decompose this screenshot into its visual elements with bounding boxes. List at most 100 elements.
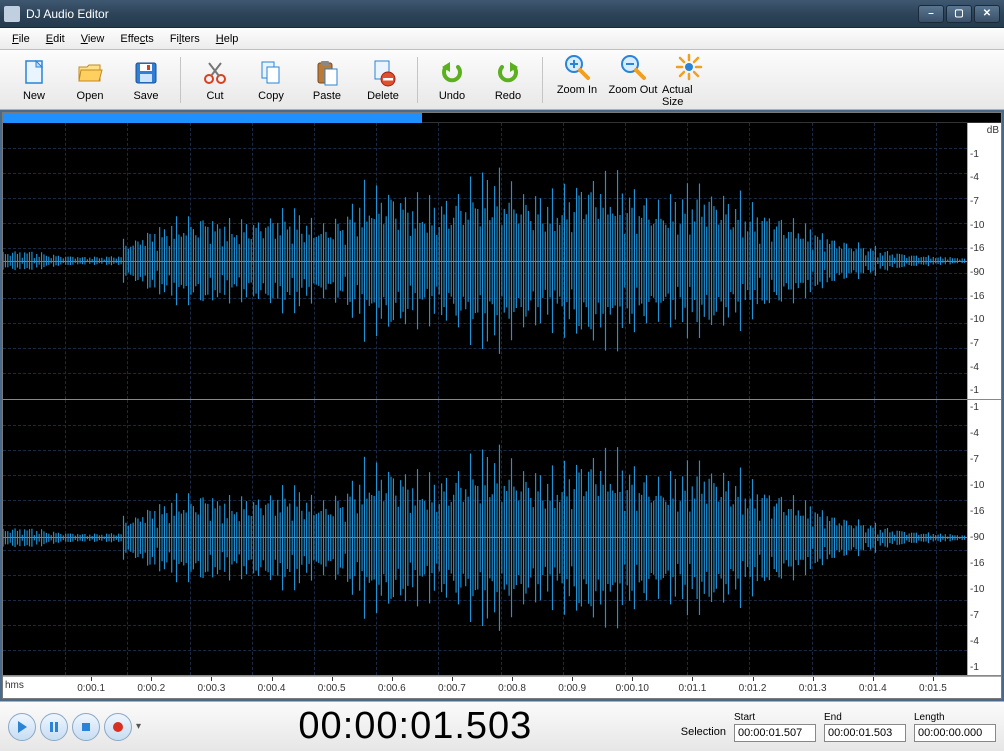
db-value: -1 (970, 385, 999, 396)
db-value: -10 (970, 584, 999, 595)
selection-end-input[interactable] (824, 724, 906, 742)
copy-label: Copy (258, 90, 284, 102)
delete-icon (367, 57, 399, 89)
undo-icon (436, 57, 468, 89)
time-tick-label: 0:01.4 (859, 683, 887, 694)
db-scale-right: -1-4-7-10-16-90-16-10-7-4-1 (967, 400, 1001, 676)
copy-button[interactable]: Copy (243, 54, 299, 105)
new-button[interactable]: New (6, 54, 62, 105)
selection-length-input[interactable] (914, 724, 996, 742)
close-button[interactable]: ✕ (974, 5, 1000, 23)
zoom-out-icon (617, 51, 649, 83)
zoom-out-button[interactable]: Zoom Out (605, 48, 661, 111)
db-value: -1 (970, 662, 999, 673)
file-new-icon (18, 57, 50, 89)
time-tick-label: 0:01.1 (679, 683, 707, 694)
db-value: -7 (970, 196, 999, 207)
cut-label: Cut (206, 90, 223, 102)
time-tick-label: 0:01.5 (919, 683, 947, 694)
menu-file[interactable]: File (4, 31, 38, 47)
menu-filters[interactable]: Filters (162, 31, 208, 47)
db-value: -1 (970, 149, 999, 160)
db-value: -16 (970, 558, 999, 569)
transport-bar: ▾ 00:00:01.503 Selection Start End Lengt… (0, 701, 1004, 751)
db-scale-left: dB -1-4-7-10-16-90-16-10-7-4-1 (967, 123, 1001, 399)
time-tick-label: 0:01.3 (799, 683, 827, 694)
undo-label: Undo (439, 90, 465, 102)
db-value: -16 (970, 506, 999, 517)
db-value: -16 (970, 243, 999, 254)
selection-end-label: End (824, 712, 906, 723)
selection-marker[interactable] (3, 113, 422, 123)
cut-button[interactable]: Cut (187, 54, 243, 105)
db-value: -16 (970, 291, 999, 302)
zoom-in-button[interactable]: Zoom In (549, 48, 605, 111)
selection-label: Selection (681, 726, 726, 738)
scissors-icon (199, 57, 231, 89)
selection-length-label: Length (914, 712, 996, 723)
menu-effects[interactable]: Effects (112, 31, 161, 47)
window-controls: – ▢ ✕ (918, 5, 1000, 23)
paste-icon (311, 57, 343, 89)
stop-button[interactable] (72, 713, 100, 741)
selection-start-input[interactable] (734, 724, 816, 742)
zoom-out-label: Zoom Out (609, 84, 658, 96)
titlebar: DJ Audio Editor – ▢ ✕ (0, 0, 1004, 28)
selection-overview-bar[interactable] (3, 113, 1001, 123)
delete-label: Delete (367, 90, 399, 102)
copy-icon (255, 57, 287, 89)
open-button[interactable]: Open (62, 54, 118, 105)
menubar: File Edit View Effects Filters Help (0, 28, 1004, 50)
menu-edit[interactable]: Edit (38, 31, 73, 47)
save-icon (130, 57, 162, 89)
redo-button[interactable]: Redo (480, 54, 536, 105)
menu-view[interactable]: View (73, 31, 113, 47)
transport-dropdown[interactable]: ▾ (136, 721, 150, 732)
time-tick-label: 0:00.6 (378, 683, 406, 694)
db-value: -1 (970, 402, 999, 413)
db-value: -4 (970, 172, 999, 183)
time-tick-label: 0:00.2 (137, 683, 165, 694)
paste-button[interactable]: Paste (299, 54, 355, 105)
time-tick-label: 0:00.3 (197, 683, 225, 694)
db-value: -90 (970, 267, 999, 278)
db-value: -7 (970, 454, 999, 465)
zoom-in-label: Zoom In (557, 84, 597, 96)
new-label: New (23, 90, 45, 102)
actual-size-button[interactable]: Actual Size (661, 48, 717, 111)
toolbar: New Open Save Cut Copy (0, 50, 1004, 110)
time-tick-label: 0:00.4 (258, 683, 286, 694)
zoom-in-icon (561, 51, 593, 83)
app-icon (4, 6, 20, 22)
time-tick-label: 0:00.9 (558, 683, 586, 694)
time-tick-label: 0:01.2 (739, 683, 767, 694)
save-button[interactable]: Save (118, 54, 174, 105)
redo-label: Redo (495, 90, 521, 102)
record-button[interactable] (104, 713, 132, 741)
time-unit-label: hms (5, 680, 24, 691)
play-button[interactable] (8, 713, 36, 741)
time-display: 00:00:01.503 (160, 705, 671, 748)
save-label: Save (133, 90, 158, 102)
selection-panel: Selection Start End Length (681, 712, 996, 742)
time-ruler[interactable]: hms 0:00.10:00.20:00.30:00.40:00.50:00.6… (3, 676, 1001, 698)
pause-button[interactable] (40, 713, 68, 741)
app-title: DJ Audio Editor (26, 7, 918, 21)
minimize-button[interactable]: – (918, 5, 944, 23)
time-tick-label: 0:00.8 (498, 683, 526, 694)
actual-size-icon (673, 51, 705, 83)
time-tick-label: 0:00.5 (318, 683, 346, 694)
delete-button[interactable]: Delete (355, 54, 411, 105)
db-value: -4 (970, 428, 999, 439)
time-tick-label: 0:00.7 (438, 683, 466, 694)
waveform-channel-right[interactable] (3, 400, 967, 676)
actual-size-label: Actual Size (662, 84, 716, 108)
waveform-panel: dB -1-4-7-10-16-90-16-10-7-4-1 -1-4-7-10… (2, 112, 1002, 699)
maximize-button[interactable]: ▢ (946, 5, 972, 23)
waveform-channel-left[interactable] (3, 123, 967, 399)
undo-button[interactable]: Undo (424, 54, 480, 105)
menu-help[interactable]: Help (208, 31, 247, 47)
db-value: -7 (970, 610, 999, 621)
paste-label: Paste (313, 90, 341, 102)
folder-open-icon (74, 57, 106, 89)
